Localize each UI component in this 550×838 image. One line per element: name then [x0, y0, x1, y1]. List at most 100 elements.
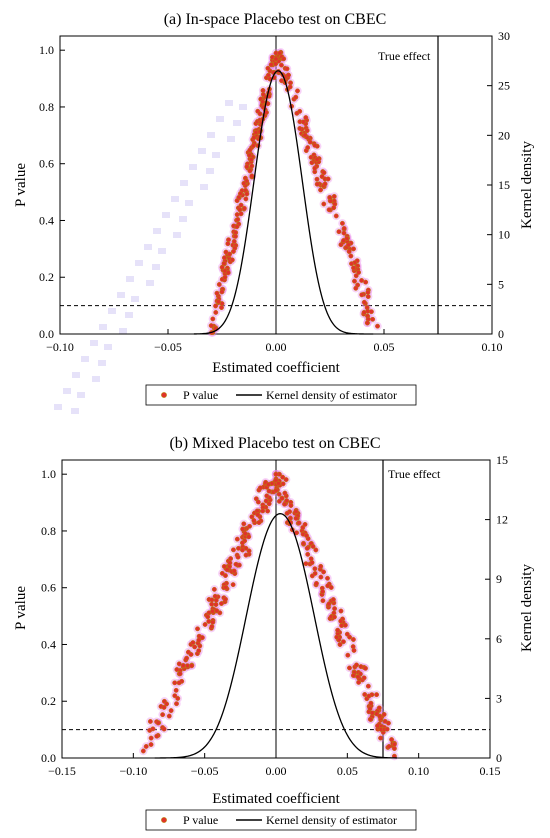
panel-b-scatter-point: [266, 488, 272, 494]
panel-b-scatter-point: [276, 480, 282, 486]
panel-b-y-tick-label: 0.2: [41, 694, 56, 708]
panel-a-scatter-point: [336, 229, 342, 235]
panel-b-y2-label: Kernel density: [519, 564, 535, 652]
panel-b-true-effect-label: True effect: [388, 467, 441, 481]
panel-b-scatter-point: [172, 693, 178, 699]
panel-b-y2-tick-label: 3: [496, 691, 502, 705]
panel-a-scatter-point: [226, 237, 231, 243]
panel-b-scatter-point: [280, 474, 286, 480]
panel-a-scatter-point: [248, 157, 254, 162]
panel-b-scatter-point: [318, 574, 324, 580]
panel-a-scatter-point: [284, 66, 290, 72]
panel-a-scatter-point: [295, 88, 300, 94]
watermark-block: [200, 184, 208, 190]
panel-b-scatter-point: [320, 598, 326, 604]
panel-b-scatter-point: [273, 471, 279, 477]
panel-b-scatter-point: [365, 683, 371, 689]
watermark-block: [239, 104, 247, 110]
panel-b-scatter-point: [341, 639, 346, 645]
panel-a-scatter-point: [247, 168, 253, 174]
panel-b-y2-tick-label: 12: [496, 513, 508, 527]
watermark-block: [179, 216, 187, 222]
panel-b-scatter-point: [363, 665, 368, 671]
panel-b-scatter-point: [284, 510, 290, 516]
panel-b-y2-tick-label: 15: [496, 453, 508, 467]
panel-b-x-label: Estimated coefficient: [212, 791, 340, 807]
panel-b-scatter-point: [242, 531, 248, 537]
panel-b-legend-item-kde: Kernel density of estimator: [266, 813, 397, 827]
panel-a-scatter-point: [353, 285, 359, 291]
watermark-block: [233, 120, 241, 126]
panel-a-scatter-point: [304, 128, 310, 134]
panel-a-scatter-point: [341, 230, 347, 236]
panel-b-x-tick-label: −0.15: [48, 764, 76, 778]
panel-a-scatter-point: [353, 273, 359, 279]
panel-b-scatter-point: [175, 695, 181, 701]
panel-b-scatter-point: [196, 637, 202, 643]
panel-b-scatter-point: [287, 515, 293, 521]
panel-a-scatter-point: [234, 198, 240, 204]
panel-b-scatter-point: [184, 655, 190, 661]
panel-b-y-tick-label: 0.6: [41, 581, 56, 595]
panel-b-scatter-point: [378, 735, 384, 741]
panel-b-legend-box: [145, 809, 417, 831]
panel-a-scatter-point: [235, 217, 241, 222]
panel-a-scatter-point: [370, 316, 376, 322]
panel-a-scatter-point: [250, 143, 256, 149]
panel-a-scatter-point: [331, 205, 337, 211]
panel-a-scatter-point: [238, 211, 244, 217]
panel-b-scatter-point: [350, 637, 356, 642]
panel-b-scatter-point: [154, 733, 160, 739]
panel-a-scatter-point: [305, 145, 311, 151]
panel-b-scatter-point: [227, 560, 233, 566]
panel-b-scatter-point: [176, 661, 182, 667]
watermark-block: [77, 392, 85, 398]
panel-a-y2-tick-label: 25: [498, 79, 510, 93]
panel-b-scatter-point: [330, 597, 336, 602]
panel-b-scatter-point: [147, 719, 153, 724]
panel-b-scatter-point: [293, 515, 299, 521]
panel-b-scatter-point: [202, 622, 208, 627]
panel-b-y-tick-label: 0.8: [41, 524, 56, 538]
panel-a-scatter-point: [249, 163, 255, 169]
panel-b-scatter-point: [366, 693, 372, 699]
panel-b-scatter-point: [210, 608, 215, 614]
panel-b-scatter-point: [337, 642, 343, 648]
panel-a-scatter-point: [219, 264, 225, 270]
panel-b-scatter-point: [224, 567, 230, 573]
panel-a-scatter-point: [278, 62, 284, 68]
panel-b-scatter-point: [177, 671, 183, 677]
panel-b-scatter-point: [221, 563, 227, 569]
panel-a-scatter-point: [302, 132, 308, 138]
panel-b-scatter-point: [377, 713, 383, 719]
panel-a-scatter-point: [346, 242, 351, 248]
panel-b-scatter-point: [386, 720, 391, 726]
panel-a-scatter-point: [286, 72, 291, 78]
watermark-block: [146, 280, 154, 286]
panel-a-y-tick-label: 1.0: [39, 43, 54, 57]
panel-b-y-tick-label: 0.4: [41, 637, 56, 651]
panel-a-scatter-point: [225, 270, 231, 276]
panel-b-scatter-point: [241, 521, 247, 527]
panel-b-scatter-point: [255, 499, 261, 505]
panel-b-kde-curve: [154, 512, 398, 759]
panel-b-scatter-point: [305, 551, 311, 557]
watermark-block: [171, 196, 179, 202]
panel-a-legend-box: [145, 384, 417, 406]
panel-a-scatter-point: [346, 249, 352, 255]
panel-b-scatter-point: [302, 521, 308, 527]
panel-b-scatter-point: [342, 622, 348, 628]
panel-a-scatter-point: [219, 305, 224, 311]
panel-a-scatter-point: [221, 260, 227, 266]
panel-b-scatter-point: [345, 652, 351, 658]
panel-b-scatter-point: [249, 514, 255, 520]
panel-a-scatter-point: [294, 110, 300, 116]
panel-b-scatter-point: [361, 675, 367, 681]
panel-a-scatter-point: [352, 278, 357, 284]
panel-a-scatter-point: [268, 62, 274, 68]
panel-a-scatter-point: [375, 323, 380, 329]
panel-a-scatter-point: [265, 65, 271, 71]
panel-b-scatter-point: [310, 543, 316, 549]
panel-a-scatter-point: [277, 50, 283, 56]
